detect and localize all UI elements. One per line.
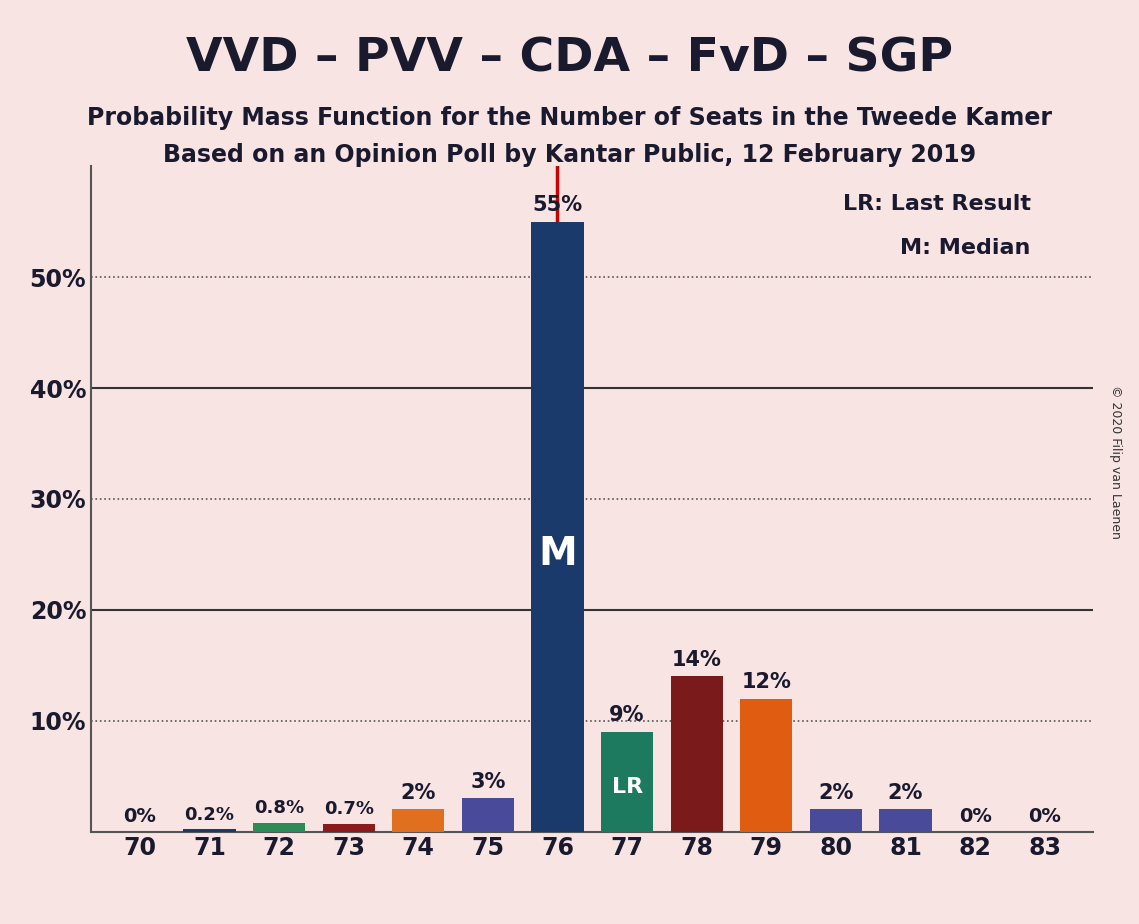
Text: 3%: 3% [470, 772, 506, 792]
Bar [392, 809, 444, 832]
Text: VVD – PVV – CDA – FvD – SGP: VVD – PVV – CDA – FvD – SGP [186, 37, 953, 82]
Text: Based on an Opinion Poll by Kantar Public, 12 February 2019: Based on an Opinion Poll by Kantar Publi… [163, 143, 976, 167]
Text: © 2020 Filip van Laenen: © 2020 Filip van Laenen [1109, 385, 1122, 539]
Text: 0%: 0% [1029, 807, 1062, 826]
Text: LR: LR [612, 777, 642, 797]
Text: 0.2%: 0.2% [185, 806, 235, 824]
Bar [601, 732, 653, 832]
Bar [740, 699, 793, 832]
Bar [461, 798, 514, 832]
Bar [810, 809, 862, 832]
Text: 0.7%: 0.7% [323, 800, 374, 819]
Text: 2%: 2% [401, 783, 436, 803]
Text: 0%: 0% [123, 807, 156, 826]
Text: 0%: 0% [959, 807, 992, 826]
Text: 2%: 2% [818, 783, 853, 803]
Text: M: Median: M: Median [901, 238, 1031, 259]
Text: 0.8%: 0.8% [254, 799, 304, 817]
Bar [532, 222, 583, 832]
Bar [183, 830, 236, 832]
Bar [322, 824, 375, 832]
Bar [253, 822, 305, 832]
Text: M: M [538, 535, 576, 574]
Bar [879, 809, 932, 832]
Text: 12%: 12% [741, 672, 792, 692]
Text: 55%: 55% [532, 195, 582, 215]
Text: 9%: 9% [609, 705, 645, 725]
Bar [671, 676, 723, 832]
Text: LR: Last Result: LR: Last Result [843, 194, 1031, 214]
Text: 2%: 2% [887, 783, 924, 803]
Text: Probability Mass Function for the Number of Seats in the Tweede Kamer: Probability Mass Function for the Number… [87, 106, 1052, 130]
Text: 14%: 14% [672, 650, 722, 670]
